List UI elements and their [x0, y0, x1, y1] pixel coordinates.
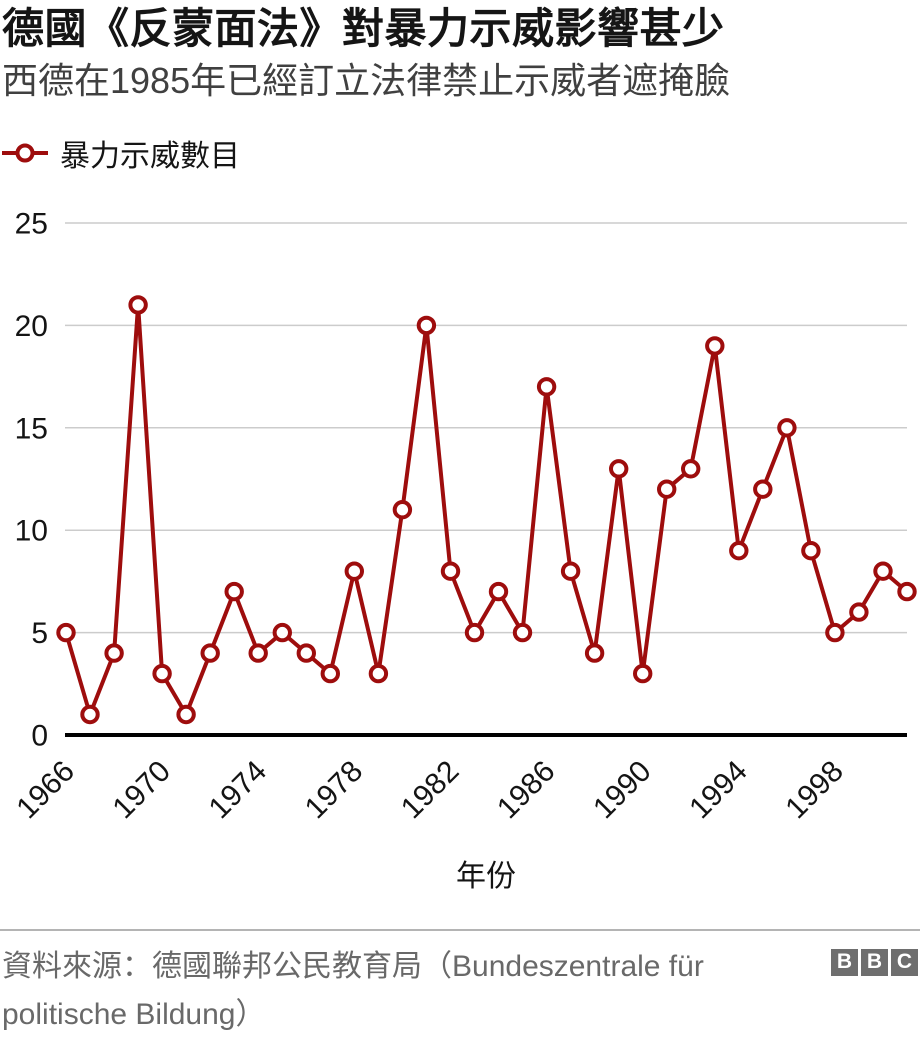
data-point: [80, 704, 100, 724]
data-point: [512, 622, 533, 642]
bbc-logo-letter: B: [831, 948, 858, 976]
x-axis-tick-label: 1994: [683, 754, 754, 825]
bbc-logo: B B C: [831, 948, 918, 976]
source-text: 資料來源：德國聯邦公民教育局（Bundeszentrale für politi…: [2, 949, 704, 1032]
chart-legend: 暴力示威數目: [2, 135, 920, 173]
data-point: [825, 622, 845, 642]
data-point: [705, 335, 725, 356]
data-point: [609, 458, 629, 479]
x-axis-title: 年份: [456, 860, 516, 893]
data-point: [248, 642, 268, 663]
data-point: [320, 663, 340, 683]
x-axis-tick-label: 1978: [299, 754, 370, 825]
data-point: [657, 479, 677, 499]
data-point: [464, 622, 485, 642]
x-axis-tick-label: 1966: [10, 754, 81, 825]
line-chart: 0 5 10 15 20 25 1966 1970 1974 1978 1982 1986 1990 19…: [10, 207, 917, 893]
x-axis-tick-label: 1990: [587, 754, 658, 825]
data-point: [873, 561, 893, 581]
y-axis-tick-label: 15: [15, 412, 48, 445]
data-point: [368, 663, 389, 683]
legend-line-marker-icon: [2, 143, 48, 163]
bbc-logo-letter: B: [861, 948, 888, 976]
data-point: [416, 315, 437, 335]
y-axis-tick-label: 25: [15, 207, 48, 240]
data-point: [801, 540, 821, 560]
data-point: [753, 479, 773, 499]
data-point: [488, 581, 509, 601]
data-point: [440, 561, 461, 581]
x-axis-tick-label: 1998: [779, 754, 850, 825]
x-axis-tick-label: 1982: [395, 754, 466, 825]
data-point: [897, 581, 917, 601]
page-subtitle: 西德在1985年已經訂立法律禁止示威者遮掩臉: [2, 59, 731, 101]
data-point: [633, 663, 653, 683]
x-axis-tick-label: 1970: [107, 754, 178, 825]
legend-label: 暴力示威數目: [60, 139, 240, 173]
data-point: [584, 642, 605, 663]
data-point: [777, 417, 797, 438]
data-point: [56, 622, 76, 642]
data-point: [296, 642, 316, 663]
data-point: [536, 376, 557, 397]
data-point: [849, 601, 869, 622]
x-axis-tick-label: 1986: [491, 754, 562, 825]
data-point: [681, 458, 701, 479]
data-point: [344, 561, 364, 581]
data-line: [64, 304, 909, 721]
x-axis-tick-label: 1974: [203, 754, 274, 825]
data-point: [152, 663, 172, 683]
y-axis-tick-label: 20: [15, 309, 48, 342]
data-point: [176, 704, 196, 724]
data-point: [128, 294, 148, 315]
chart-footer: 資料來源：德國聯邦公民教育局（Bundeszentrale für politi…: [0, 928, 920, 1038]
y-axis-tick-label: 0: [31, 719, 48, 752]
data-point: [104, 642, 124, 663]
data-point: [392, 499, 413, 519]
y-axis-tick-label: 5: [31, 617, 48, 650]
bbc-logo-letter: C: [891, 948, 918, 976]
data-point: [560, 561, 581, 581]
page-title: 德國《反蒙面法》對暴力示威影響甚少: [2, 5, 725, 52]
chart-header: 德國《反蒙面法》對暴力示威影響甚少 西德在1985年已經訂立法律禁止示威者遮掩臉: [0, 0, 920, 103]
data-point: [224, 581, 244, 601]
data-point: [200, 642, 220, 663]
data-point: [272, 622, 292, 642]
legend-marker-circle: [15, 143, 35, 163]
data-point: [729, 540, 749, 560]
y-axis-tick-label: 10: [15, 514, 48, 547]
